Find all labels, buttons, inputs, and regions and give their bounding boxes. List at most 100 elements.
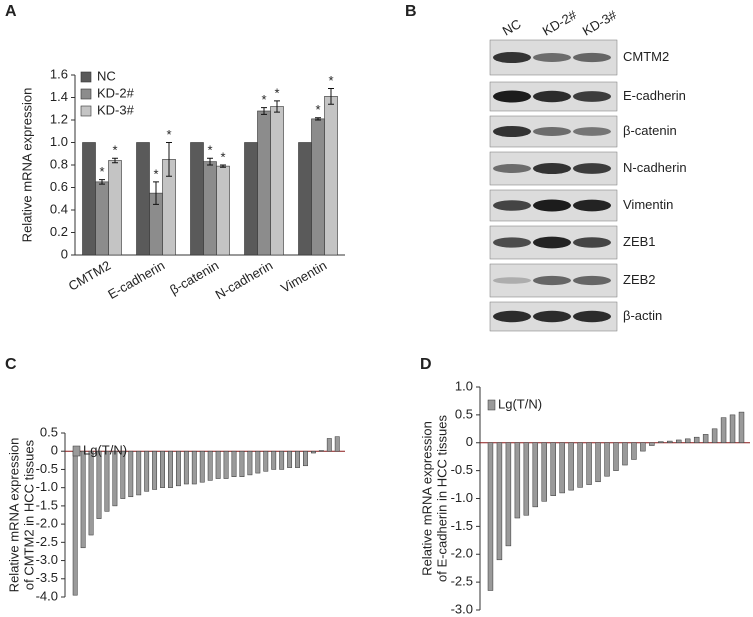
bar xyxy=(136,142,150,256)
bar xyxy=(239,450,245,477)
y-tick-label: 1.6 xyxy=(50,66,68,81)
panel-label: A xyxy=(5,3,17,20)
error-bar xyxy=(220,164,226,168)
y-tick-label: -1.5 xyxy=(36,497,58,512)
bar xyxy=(738,411,745,443)
protein-label: N-cadherin xyxy=(623,160,687,175)
y-tick-label: 1.0 xyxy=(50,134,68,149)
bar xyxy=(263,450,269,472)
bar xyxy=(244,142,258,256)
bar xyxy=(295,450,300,468)
y-tick-label: -3.0 xyxy=(36,552,58,567)
bar xyxy=(649,442,655,446)
protein-label: β-catenin xyxy=(623,123,677,138)
blot-band xyxy=(493,125,531,138)
lane-label: NC xyxy=(500,16,524,38)
blot-band xyxy=(533,310,571,323)
significance-marker: * xyxy=(328,73,333,88)
y-tick-label: 0.2 xyxy=(50,224,68,239)
blot-band xyxy=(573,199,611,212)
panel-label: D xyxy=(420,356,432,373)
error-bar xyxy=(207,157,213,166)
bar xyxy=(207,450,213,481)
significance-marker: * xyxy=(274,85,279,100)
bar xyxy=(95,181,109,256)
bar xyxy=(595,442,601,483)
bar xyxy=(120,450,126,499)
bar xyxy=(318,450,324,452)
y-tick-label: -2.0 xyxy=(451,546,473,561)
bar xyxy=(311,118,325,256)
significance-marker: * xyxy=(220,149,225,164)
legend-swatch xyxy=(72,445,81,457)
error-bar xyxy=(274,100,280,113)
y-tick-label: 0 xyxy=(466,434,473,449)
y-axis-label: of CMTM2 in HCC tissues xyxy=(21,439,36,590)
bar xyxy=(324,96,338,256)
bar xyxy=(532,442,539,508)
bar xyxy=(640,442,646,452)
bar xyxy=(199,450,205,483)
bar xyxy=(168,450,173,488)
bar xyxy=(326,438,332,452)
bar xyxy=(160,450,165,488)
protein-label: E-cadherin xyxy=(623,88,686,103)
blot-band xyxy=(493,310,531,323)
blot-band xyxy=(573,275,611,286)
significance-marker: * xyxy=(207,143,212,158)
bar xyxy=(568,442,574,491)
blot-band xyxy=(493,164,531,173)
bar xyxy=(175,450,181,487)
error-bar xyxy=(166,142,172,177)
bar xyxy=(183,450,189,485)
bar xyxy=(487,442,494,591)
bar xyxy=(203,161,217,256)
blot-band xyxy=(573,91,611,102)
bar xyxy=(247,450,253,476)
bar xyxy=(257,110,271,256)
bar xyxy=(128,450,134,498)
y-tick-label: 0.6 xyxy=(50,179,68,194)
bar xyxy=(729,414,736,443)
bar xyxy=(711,428,718,443)
blot-band xyxy=(573,52,611,63)
bar xyxy=(190,142,204,256)
bar xyxy=(191,450,197,485)
bar xyxy=(216,165,230,256)
error-bar xyxy=(315,117,321,121)
y-tick-label: 1.0 xyxy=(455,378,473,393)
protein-label: Vimentin xyxy=(623,197,673,212)
x-tick-label: E-cadherin xyxy=(105,258,167,302)
significance-marker: * xyxy=(166,127,171,142)
legend-label: KD-3# xyxy=(97,102,135,117)
error-bar xyxy=(99,179,105,185)
legend-label: KD-2# xyxy=(97,85,135,100)
bar xyxy=(279,450,285,470)
bar xyxy=(223,450,229,479)
bar xyxy=(334,436,340,452)
blot-band xyxy=(533,90,571,103)
protein-label: CMTM2 xyxy=(623,49,669,64)
legend-label: Lg(T/N) xyxy=(498,396,542,411)
protein-label: β-actin xyxy=(623,308,662,323)
x-tick-label: Vimentin xyxy=(278,258,329,296)
error-bar xyxy=(112,157,118,164)
legend-swatch xyxy=(80,105,92,117)
panel-label: C xyxy=(5,356,17,373)
bar xyxy=(505,442,512,547)
blot-band xyxy=(533,236,571,249)
bar xyxy=(82,142,96,256)
y-tick-label: -1.0 xyxy=(36,479,58,494)
bar xyxy=(215,450,221,479)
significance-marker: * xyxy=(99,164,104,179)
bar xyxy=(684,438,691,444)
y-tick-label: 1.4 xyxy=(50,89,68,104)
bar xyxy=(112,450,118,507)
blot-band xyxy=(533,275,571,286)
blot-band xyxy=(533,127,571,136)
blot-band xyxy=(533,162,571,175)
bar xyxy=(310,450,316,454)
y-axis-label: of E-cadherin in HCC tissues xyxy=(434,415,449,582)
y-axis-label: Relative mRNA expression xyxy=(6,438,21,593)
significance-marker: * xyxy=(112,143,117,158)
